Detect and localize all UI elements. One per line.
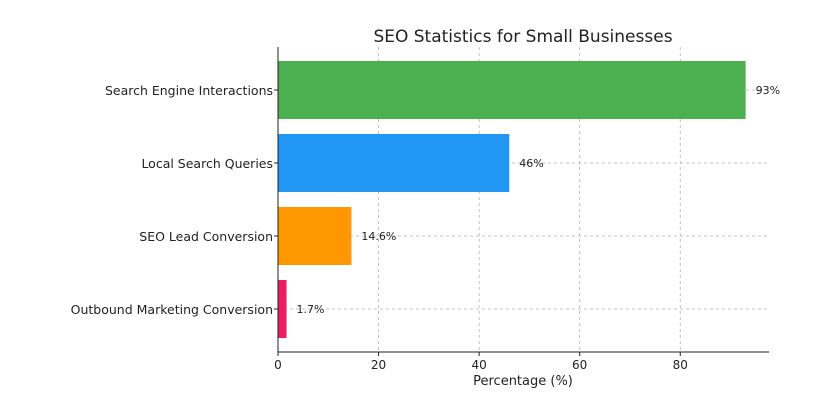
y-tick-label: Search Engine Interactions: [105, 83, 273, 98]
x-tick-label: 80: [673, 358, 688, 372]
bar: [278, 207, 352, 265]
x-tick-label: 0: [274, 358, 282, 372]
bar-value-label: 93%: [756, 84, 780, 97]
x-tick-label: 40: [471, 358, 486, 372]
bar: [278, 61, 746, 119]
chart-title: SEO Statistics for Small Businesses: [373, 27, 672, 47]
bar-value-label: 46%: [519, 157, 543, 170]
bars: 93% 46% 14.6% 1.7%: [278, 61, 780, 338]
x-tick-label: 60: [572, 358, 587, 372]
y-tick-label: Local Search Queries: [141, 156, 273, 171]
x-tick-label: 20: [371, 358, 386, 372]
axes: 0 20 40 60 80 Search Engine Interactions Local…: [71, 47, 769, 372]
bar-value-label: 1.7%: [297, 303, 325, 316]
bar: [278, 280, 287, 338]
x-axis-label: Percentage (%): [473, 374, 573, 389]
y-tick-label: Outbound Marketing Conversion: [71, 302, 273, 317]
bar: [278, 134, 510, 192]
bar-value-label: 14.6%: [361, 230, 396, 243]
y-tick-label: SEO Lead Conversion: [139, 229, 273, 244]
